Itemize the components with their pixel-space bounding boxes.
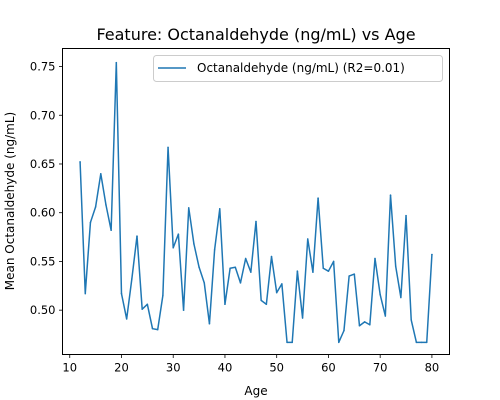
data-point bbox=[255, 220, 257, 223]
data-point bbox=[260, 299, 262, 302]
data-point bbox=[286, 341, 288, 344]
y-tick-label: 0.75 bbox=[30, 60, 56, 74]
data-point bbox=[358, 325, 361, 327]
data-point bbox=[198, 266, 200, 269]
data-point bbox=[312, 271, 314, 273]
data-point bbox=[219, 208, 221, 210]
data-point bbox=[332, 260, 335, 263]
data-point bbox=[84, 292, 87, 295]
data-point bbox=[400, 296, 402, 299]
data-point bbox=[244, 257, 247, 260]
data-point bbox=[229, 267, 231, 269]
x-tick-label: 20 bbox=[114, 361, 129, 375]
data-point bbox=[208, 323, 211, 325]
data-point bbox=[115, 61, 118, 64]
data-point bbox=[306, 238, 309, 240]
data-point bbox=[224, 303, 226, 306]
data-point bbox=[281, 283, 283, 285]
data-point bbox=[343, 329, 345, 332]
data-point bbox=[79, 161, 81, 163]
data-point bbox=[105, 204, 107, 206]
chart-title: Feature: Octanaldehyde (ng/mL) vs Age bbox=[96, 25, 415, 44]
data-point bbox=[275, 291, 278, 294]
x-tick-label: 70 bbox=[373, 361, 388, 375]
data-point bbox=[270, 255, 273, 258]
plot-area bbox=[79, 61, 433, 344]
data-point bbox=[125, 318, 128, 320]
x-tick-label: 50 bbox=[269, 361, 284, 375]
data-point bbox=[203, 282, 206, 284]
data-point bbox=[394, 265, 397, 268]
data-point bbox=[348, 275, 350, 277]
data-point bbox=[353, 273, 356, 275]
data-point bbox=[265, 303, 268, 306]
data-point bbox=[369, 324, 371, 326]
data-point bbox=[213, 248, 216, 251]
legend-label: Octanaldehyde (ng/mL) (R2=0.01) bbox=[197, 61, 405, 75]
data-point bbox=[110, 229, 112, 231]
data-point bbox=[120, 292, 123, 295]
data-point bbox=[425, 341, 428, 344]
data-point bbox=[131, 278, 133, 280]
x-tick-label: 40 bbox=[218, 361, 233, 375]
x-axis-label: Age bbox=[244, 384, 267, 398]
data-point bbox=[296, 270, 299, 272]
data-point bbox=[405, 214, 407, 217]
y-tick-label: 0.50 bbox=[30, 303, 56, 317]
data-point bbox=[384, 315, 387, 317]
data-point bbox=[317, 197, 319, 199]
data-point bbox=[389, 194, 392, 196]
data-point bbox=[177, 233, 180, 235]
data-point bbox=[363, 321, 366, 323]
x-axis: 10 20 30 40 50 60 70 80 bbox=[62, 354, 440, 375]
legend-box bbox=[153, 55, 443, 82]
plot-frame bbox=[62, 48, 450, 355]
data-point bbox=[182, 309, 185, 311]
data-point bbox=[420, 341, 423, 344]
data-point bbox=[156, 328, 159, 331]
data-point bbox=[136, 235, 138, 237]
data-point bbox=[94, 206, 97, 208]
y-axis-label: Mean Octanaldehyde (ng/mL) bbox=[3, 112, 17, 290]
data-point bbox=[193, 243, 195, 245]
x-tick-label: 80 bbox=[425, 361, 440, 375]
data-point bbox=[431, 253, 433, 256]
data-point bbox=[410, 319, 412, 321]
data-point bbox=[374, 257, 376, 260]
x-tick-label: 10 bbox=[62, 361, 77, 375]
data-point bbox=[301, 317, 304, 319]
data-point bbox=[234, 266, 237, 269]
data-point bbox=[89, 221, 92, 224]
data-point bbox=[415, 341, 418, 344]
y-tick-label: 0.55 bbox=[30, 254, 56, 268]
data-point bbox=[327, 270, 330, 272]
y-tick-label: 0.65 bbox=[30, 157, 56, 171]
x-tick-label: 30 bbox=[166, 361, 181, 375]
data-point bbox=[167, 146, 169, 149]
y-tick-label: 0.70 bbox=[30, 108, 56, 122]
data-point bbox=[162, 294, 164, 297]
y-axis: 0.50 0.55 0.60 0.65 0.70 0.75 bbox=[30, 60, 63, 317]
data-point bbox=[338, 341, 340, 344]
data-point bbox=[141, 308, 143, 310]
data-point bbox=[379, 293, 381, 296]
y-tick-label: 0.60 bbox=[30, 206, 56, 220]
data-point bbox=[151, 327, 154, 330]
data-point bbox=[239, 282, 242, 284]
x-tick-label: 60 bbox=[321, 361, 336, 375]
data-point bbox=[322, 267, 325, 269]
data-point bbox=[100, 172, 102, 175]
data-point bbox=[187, 207, 190, 209]
data-point bbox=[250, 271, 252, 273]
data-point bbox=[146, 303, 149, 306]
data-point bbox=[291, 341, 293, 344]
data-point bbox=[172, 247, 174, 249]
legend: Octanaldehyde (ng/mL) (R2=0.01) bbox=[153, 55, 443, 82]
